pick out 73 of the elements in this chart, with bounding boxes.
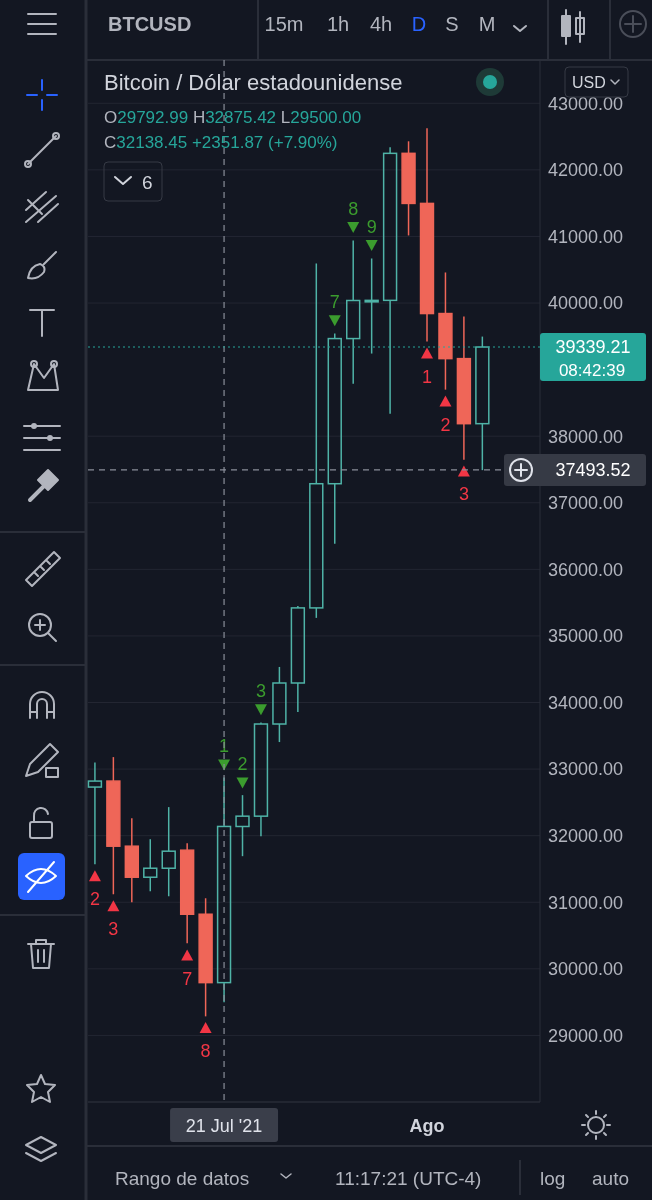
- annotation: 1: [219, 736, 230, 757]
- y-tick-label: 33000.00: [548, 759, 624, 780]
- annotation: C32138.45 +2351.87 (+7.90%): [104, 133, 338, 152]
- point: [254, 704, 267, 716]
- annotation: 3: [458, 484, 469, 505]
- text: S: [445, 13, 459, 35]
- point: [439, 395, 452, 407]
- y-tick-label: 40000.00: [548, 293, 624, 314]
- candlestick: [235, 794, 250, 857]
- text: 11:17:21 (UTC-4): [335, 1168, 482, 1189]
- text: USD: [572, 74, 606, 91]
- y-tick-label: 43000.00: [548, 93, 624, 114]
- candlestick: [161, 806, 176, 898]
- text: log: [540, 1168, 566, 1189]
- annotation: 6: [142, 172, 153, 193]
- text: M: [478, 13, 496, 35]
- ref-line-label: 39339.21: [555, 337, 631, 358]
- annotation: 3: [255, 681, 266, 702]
- y-tick-label: 31000.00: [548, 892, 624, 913]
- candlestick: [179, 842, 195, 945]
- candlestick: [438, 271, 453, 391]
- y-tick-label: 32000.00: [548, 826, 624, 847]
- annotation: 3: [108, 919, 119, 940]
- annotation: 7: [182, 968, 193, 989]
- annotation: 2: [237, 754, 248, 775]
- y-tick-label: 34000.00: [548, 692, 624, 713]
- y-tick-label: 38000.00: [548, 426, 624, 447]
- candlestick: [364, 257, 379, 355]
- candlestick: [106, 756, 121, 896]
- point: [199, 1022, 212, 1034]
- point: [365, 240, 378, 252]
- annotation: 8: [200, 1041, 211, 1062]
- text: D: [411, 13, 427, 35]
- annotation: 8: [348, 199, 359, 220]
- ref-line-label: 37493.52: [555, 459, 631, 480]
- x-tick-label: Ago: [409, 1116, 445, 1136]
- candlestick: [346, 239, 361, 385]
- text: 4h: [369, 13, 393, 35]
- text: Bitcoin / Dólar estadounidense: [104, 70, 403, 95]
- y-tick-label: 41000.00: [548, 226, 624, 247]
- y-tick-label: 36000.00: [548, 559, 624, 580]
- candlestick: [382, 146, 398, 415]
- y-tick-label: 35000.00: [548, 626, 624, 647]
- text: 08:42:39: [558, 361, 626, 380]
- point: [181, 949, 194, 961]
- candlestick: [253, 721, 269, 837]
- x-tick-label: 21 Jul '21: [185, 1116, 263, 1136]
- annotation: 1: [421, 366, 433, 387]
- y-tick-label: 37000.00: [548, 493, 624, 514]
- annotation: 9: [366, 217, 377, 238]
- annotation: 2: [440, 414, 451, 435]
- candlestick: [456, 315, 472, 461]
- text: 1h: [326, 13, 350, 35]
- text: Rango de datos: [115, 1168, 250, 1189]
- point: [88, 870, 101, 882]
- point: [347, 222, 360, 234]
- text: auto: [592, 1168, 629, 1189]
- candlestick: [419, 127, 435, 343]
- candlestick: [124, 817, 140, 904]
- y-tick-label: 30000.00: [548, 959, 624, 980]
- annotation: 2: [89, 889, 100, 910]
- point: [421, 347, 433, 359]
- y-tick-label: 42000.00: [548, 160, 624, 181]
- y-tick-label: 29000.00: [548, 1025, 624, 1046]
- annotation: 7: [329, 292, 340, 313]
- point: [107, 900, 120, 912]
- candlestick: [327, 332, 342, 545]
- text: 15m: [264, 13, 304, 35]
- candlestick: [87, 761, 103, 866]
- annotation: O29792.99 H32875.42 L29500.00: [104, 108, 362, 127]
- point: [236, 777, 249, 789]
- text: BTCUSD: [108, 13, 192, 35]
- point: [328, 315, 341, 327]
